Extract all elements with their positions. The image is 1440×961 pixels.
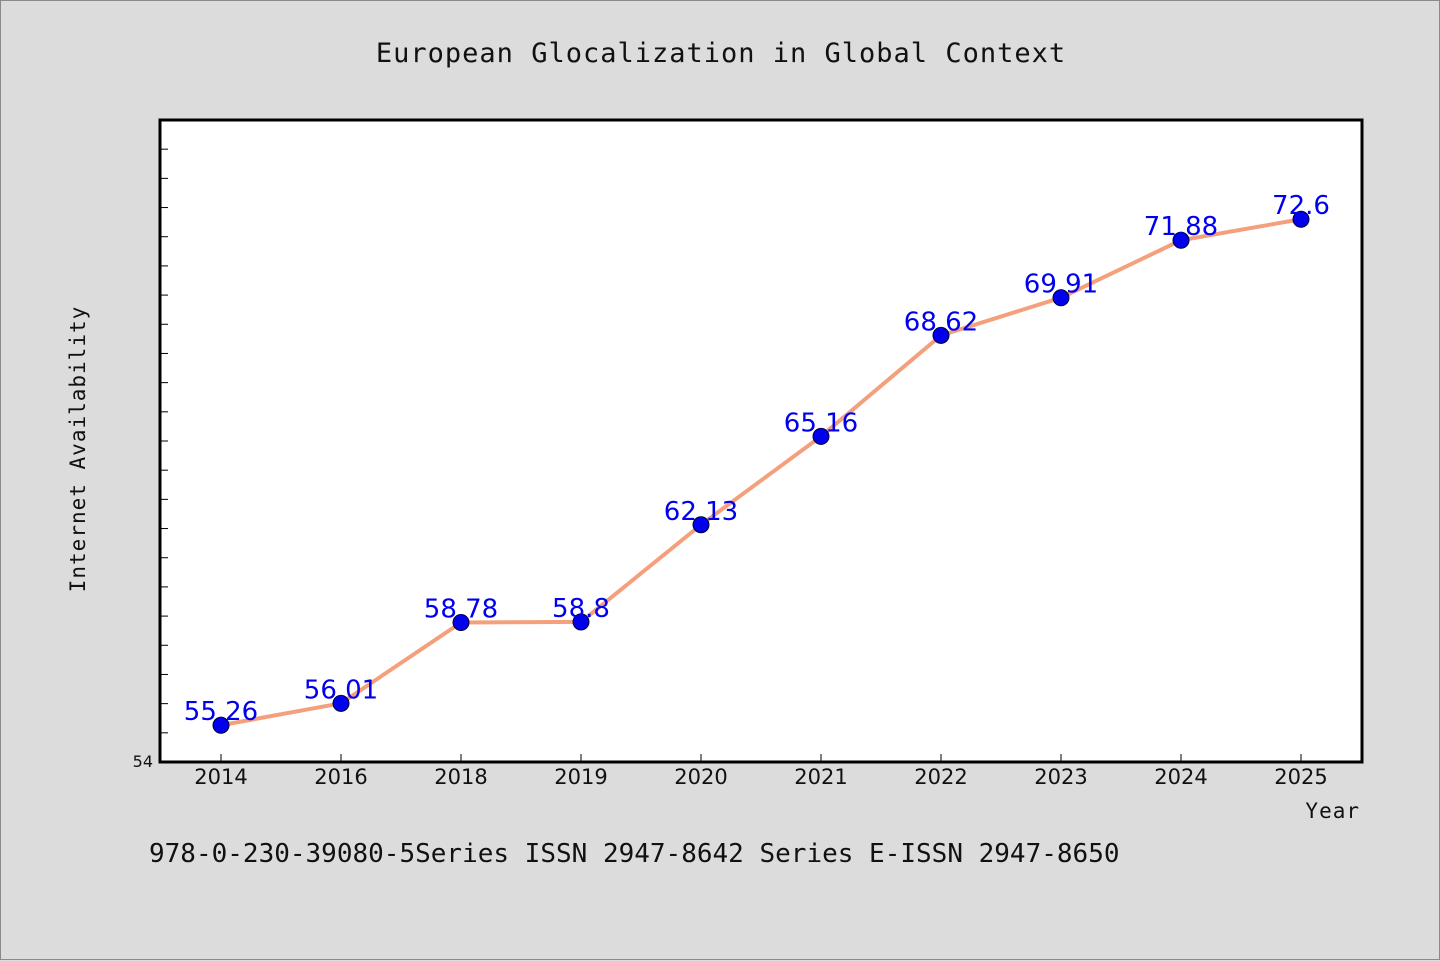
data-point [932,326,950,344]
footer-text: 978-0-230-39080-5Series ISSN 2947-8642 S… [149,839,1120,869]
data-point [1172,231,1190,249]
data-point [572,613,590,631]
x-tick-label: 2025 [1274,765,1327,789]
data-label: 62.13 [664,497,738,527]
data-label: 72.6 [1272,191,1330,221]
data-point [1292,210,1310,228]
x-tick-label: 2022 [914,765,967,789]
data-label: 55.26 [184,697,258,727]
data-point [452,614,470,632]
x-tick-label: 2016 [314,765,367,789]
series-line [219,217,1303,728]
y-axis-ticks: 54 [133,148,168,771]
data-label: 68.62 [904,307,978,337]
series-layer [212,210,1310,734]
data-point [692,516,710,534]
x-tick-label: 2018 [434,765,487,789]
plot-area [158,118,1364,764]
data-label: 69.91 [1024,270,1098,300]
x-axis-ticks: 2014 2016 2018 2019 2020 2021 2022 2023 2024 2025 [194,754,1328,789]
data-point [212,716,230,734]
data-label: 58.8 [552,594,610,624]
x-tick-label: 2014 [194,765,247,789]
chart-title: European Glocalization in Global Context [376,38,1066,69]
y-tick-label: 54 [133,752,153,771]
x-axis-title: Year [1305,799,1360,823]
x-tick-label: 2021 [794,765,847,789]
data-point [332,694,350,712]
data-point [1052,289,1070,307]
data-point [812,427,830,445]
data-label: 65.16 [784,408,858,438]
x-tick-label: 2019 [554,765,607,789]
data-label: 56.01 [304,675,378,705]
data-labels-layer: 55.26 56.01 58.78 58.8 62.13 65.16 68.62 69.91 7… [184,191,1330,727]
x-tick-label: 2020 [674,765,727,789]
x-tick-label: 2024 [1154,765,1207,789]
x-tick-label: 2023 [1034,765,1087,789]
y-axis-title: Internet Availability [66,306,90,593]
data-label: 71.88 [1144,212,1218,242]
data-label: 58.78 [424,595,498,625]
